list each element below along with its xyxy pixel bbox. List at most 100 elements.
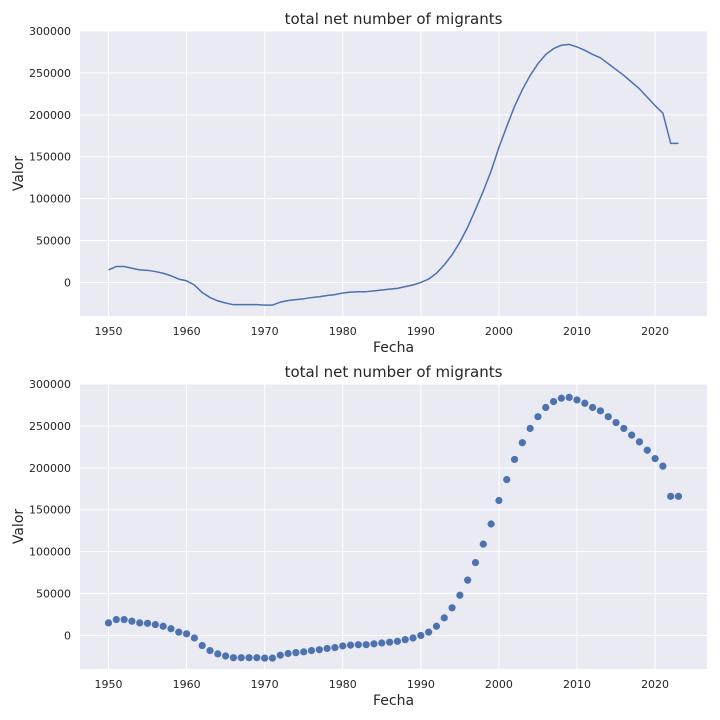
scatter-point — [128, 617, 136, 625]
scatter-point — [659, 462, 667, 470]
scatter-point — [604, 413, 612, 421]
scatter-point — [268, 654, 277, 662]
scatter-point — [651, 455, 659, 463]
scatter-chart-panel: 1950 1960 1970 1980 1990 2000 2010 2020 0 50000 10… — [11, 363, 707, 709]
line-chart-y-tick-label: 200000 — [29, 109, 71, 122]
scatter-point — [222, 652, 230, 660]
scatter-point — [464, 576, 472, 584]
scatter-chart-x-tick-label: 2020 — [641, 678, 669, 691]
line-chart-x-tick-label: 1990 — [407, 325, 435, 338]
scatter-point — [206, 646, 214, 655]
scatter-point — [417, 631, 425, 640]
scatter-point — [565, 393, 573, 402]
scatter-point — [292, 649, 300, 657]
scatter-point — [549, 398, 558, 406]
scatter-point — [573, 396, 581, 404]
scatter-point — [276, 651, 284, 659]
scatter-point — [261, 654, 269, 662]
scatter-chart-y-tick-label: 100000 — [29, 546, 71, 559]
scatter-point — [346, 641, 355, 649]
line-chart-x-tick-label: 1960 — [173, 325, 201, 338]
scatter-chart-x-tick-label: 1970 — [251, 678, 279, 691]
scatter-point — [362, 641, 370, 649]
scatter-chart-y-tick-label: 150000 — [29, 504, 71, 517]
scatter-point — [120, 615, 128, 624]
scatter-point — [300, 648, 308, 656]
scatter-chart-y-axis-label: Valor — [11, 509, 27, 545]
scatter-point — [229, 654, 238, 662]
scatter-chart-x-tick-label: 2010 — [563, 678, 591, 691]
scatter-point — [620, 424, 628, 433]
line-chart-y-tick-label: 250000 — [29, 67, 71, 80]
scatter-chart-y-tick-label: 200000 — [29, 462, 71, 475]
scatter-point — [589, 403, 597, 412]
scatter-point — [510, 455, 519, 464]
scatter-point — [440, 614, 448, 622]
scatter-point — [518, 439, 526, 447]
scatter-point — [456, 591, 464, 599]
scatter-point — [612, 418, 620, 427]
scatter-point — [112, 615, 120, 624]
scatter-chart-y-tick-label: 0 — [64, 629, 71, 642]
scatter-point — [425, 628, 433, 636]
scatter-point — [175, 628, 183, 636]
line-chart-x-tick-label: 1970 — [251, 325, 279, 338]
line-chart-plot-area — [80, 31, 707, 316]
scatter-chart-y-tick-label: 250000 — [29, 420, 71, 433]
scatter-point — [495, 496, 503, 505]
scatter-point — [190, 634, 198, 642]
scatter-chart-y-tick-label: 50000 — [36, 588, 71, 601]
scatter-point — [409, 634, 417, 642]
scatter-point — [104, 619, 113, 627]
scatter-point — [159, 622, 167, 630]
scatter-chart-ticks: 1950 1960 1970 1980 1990 2000 2010 2020 0 50000 10… — [29, 378, 669, 691]
scatter-point — [393, 637, 401, 645]
scatter-point — [635, 438, 644, 446]
scatter-point — [596, 407, 605, 415]
scatter-point — [167, 625, 175, 633]
scatter-chart-marks — [104, 393, 683, 662]
scatter-point — [534, 413, 542, 421]
line-chart-ticks: 1950 1960 1970 1980 1990 2000 2010 2020 0 50000 10… — [29, 25, 669, 338]
line-chart-y-tick-label: 50000 — [36, 235, 71, 248]
scatter-chart-x-tick-label: 1960 — [173, 678, 201, 691]
line-chart-x-tick-label: 1980 — [329, 325, 357, 338]
line-chart-y-tick-label: 100000 — [29, 193, 71, 206]
scatter-point — [471, 558, 480, 567]
scatter-point — [136, 619, 144, 627]
scatter-chart-x-axis-label: Fecha — [373, 693, 414, 709]
scatter-point — [526, 424, 534, 433]
scatter-chart-x-tick-label: 1990 — [407, 678, 435, 691]
scatter-point — [479, 540, 487, 548]
series-line — [108, 43, 679, 306]
line-chart-x-axis-label: Fecha — [373, 340, 414, 356]
scatter-chart-x-tick-label: 2000 — [485, 678, 513, 691]
line-chart-y-tick-label: 150000 — [29, 151, 71, 164]
scatter-point — [401, 636, 409, 644]
scatter-point — [307, 646, 316, 655]
scatter-point — [448, 604, 456, 612]
scatter-point — [370, 640, 378, 648]
scatter-point — [339, 642, 347, 650]
line-chart-title: total net number of migrants — [285, 10, 503, 28]
scatter-chart-plot-area — [80, 384, 707, 669]
scatter-point — [542, 403, 550, 412]
scatter-chart-y-tick-label: 300000 — [29, 378, 71, 391]
line-chart-x-tick-label: 2000 — [485, 325, 513, 338]
scatter-point — [284, 649, 292, 658]
line-chart-x-tick-label: 1950 — [95, 325, 123, 338]
scatter-chart-grid — [80, 383, 707, 669]
scatter-point — [151, 620, 159, 629]
scatter-point — [378, 639, 386, 647]
line-chart-y-tick-label: 300000 — [29, 25, 71, 38]
line-chart-x-tick-label: 2010 — [563, 325, 591, 338]
scatter-point — [432, 622, 441, 630]
scatter-point — [386, 638, 394, 646]
scatter-point — [198, 641, 206, 650]
scatter-chart-x-tick-label: 1950 — [95, 678, 123, 691]
scatter-point — [581, 399, 589, 407]
scatter-point — [323, 644, 331, 653]
scatter-chart-title: total net number of migrants — [285, 363, 503, 381]
line-chart-y-axis-label: Valor — [11, 156, 27, 192]
